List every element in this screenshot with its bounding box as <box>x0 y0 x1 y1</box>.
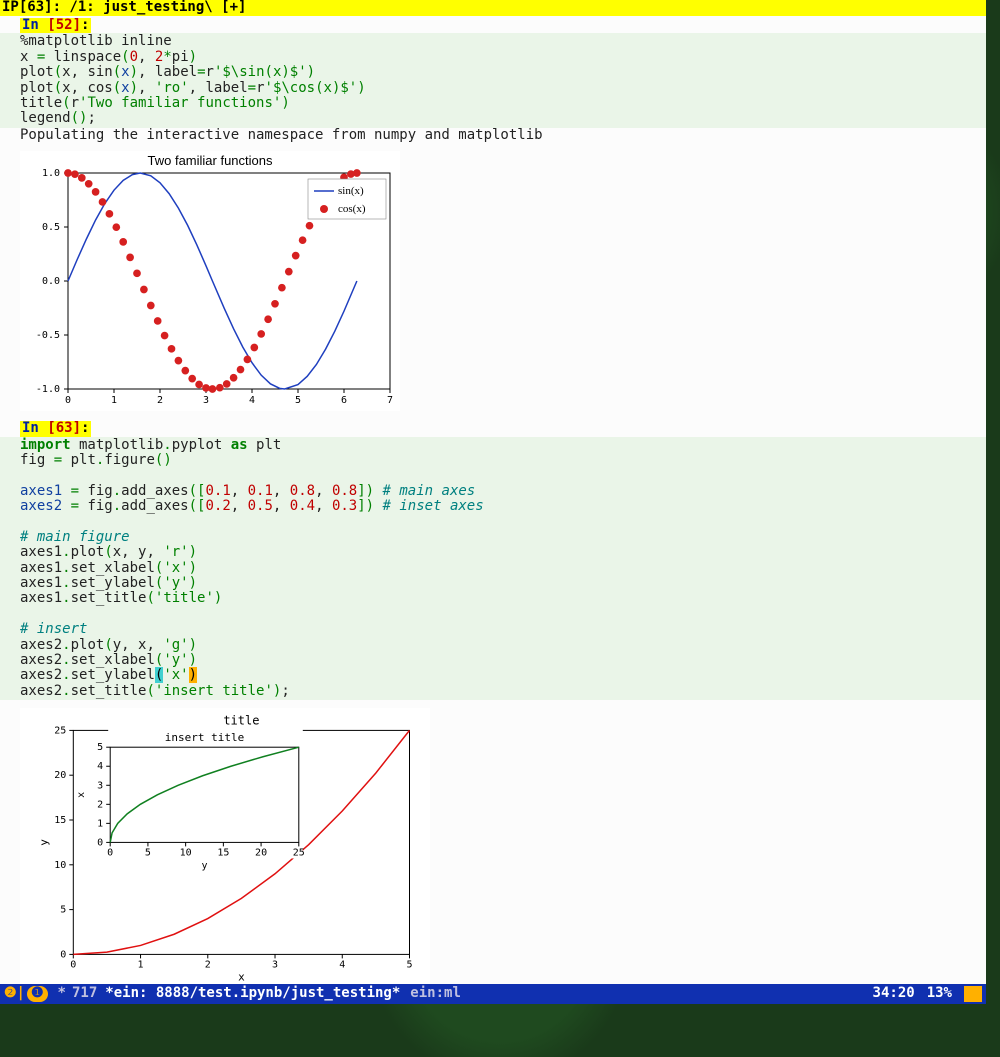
title-text: IP[63]: /1: just_testing\ [+] <box>2 0 246 15</box>
prompt-in-63: In [63]: <box>20 421 91 436</box>
svg-text:cos(x): cos(x) <box>338 203 366 215</box>
svg-text:3: 3 <box>272 960 278 971</box>
svg-text:0: 0 <box>60 950 66 961</box>
cell-1-code[interactable]: %matplotlib inline x = linspace(0, 2*pi)… <box>0 33 986 127</box>
svg-text:x: x <box>76 792 87 798</box>
svg-text:y: y <box>201 861 207 872</box>
svg-text:3: 3 <box>203 395 209 406</box>
svg-text:2: 2 <box>97 799 103 810</box>
cell-1[interactable]: In [52]: %matplotlib inline x = linspace… <box>0 16 986 411</box>
svg-text:5: 5 <box>60 905 66 916</box>
svg-text:2: 2 <box>157 395 163 406</box>
svg-text:6: 6 <box>341 395 347 406</box>
svg-text:1.0: 1.0 <box>42 168 60 179</box>
cell-1-stdout: Populating the interactive namespace fro… <box>0 128 986 143</box>
svg-text:sin(x): sin(x) <box>338 185 364 197</box>
plot-two-familiar-functions: Two familiar functions 0 1 2 3 4 5 6 7 -1.0 -0.5 0.… <box>20 151 400 411</box>
svg-text:Two familiar functions: Two familiar functions <box>148 153 273 168</box>
svg-text:x: x <box>238 971 245 984</box>
svg-text:3: 3 <box>97 780 103 791</box>
svg-text:5: 5 <box>406 960 412 971</box>
svg-text:20: 20 <box>54 770 66 781</box>
modified-indicator: * <box>58 986 66 1001</box>
buffer-name[interactable]: *ein: 8888/test.ipynb/just_testing* <box>105 986 400 1001</box>
svg-text:15: 15 <box>217 848 229 859</box>
svg-text:0: 0 <box>97 838 103 849</box>
scroll-percent: 13% <box>927 986 952 1001</box>
major-mode: ein:ml <box>410 986 461 1001</box>
svg-text:0: 0 <box>65 395 71 406</box>
workspace-badge-icon: ❷| <box>4 986 25 1001</box>
svg-text:15: 15 <box>54 815 66 826</box>
svg-text:25: 25 <box>54 726 66 737</box>
cell-2[interactable]: In [63]: import matplotlib.pyplot as plt… <box>0 419 986 988</box>
text-cursor: ) <box>189 667 197 683</box>
svg-text:4: 4 <box>97 761 103 772</box>
svg-text:1: 1 <box>97 819 103 830</box>
svg-text:insert title: insert title <box>165 731 244 744</box>
svg-text:0: 0 <box>70 960 76 971</box>
svg-text:0: 0 <box>107 848 113 859</box>
svg-text:5: 5 <box>295 395 301 406</box>
notebook-body[interactable]: In [52]: %matplotlib inline x = linspace… <box>0 16 986 988</box>
svg-text:4: 4 <box>249 395 255 406</box>
svg-text:-1.0: -1.0 <box>36 384 60 395</box>
modeline-end-icon <box>964 986 982 1002</box>
minibuffer[interactable] <box>0 1004 1000 1057</box>
svg-text:4: 4 <box>339 960 345 971</box>
title-bar: IP[63]: /1: just_testing\ [+] <box>0 0 986 16</box>
svg-text:10: 10 <box>54 860 66 871</box>
workspace-current-icon: ❶ <box>27 986 48 1001</box>
svg-text:10: 10 <box>180 848 192 859</box>
line-number: 717 <box>72 986 97 1001</box>
svg-text:20: 20 <box>255 848 267 859</box>
svg-text:title: title <box>223 714 259 728</box>
svg-text:1: 1 <box>111 395 117 406</box>
cursor-position: 34:20 <box>873 986 915 1001</box>
svg-text:-0.5: -0.5 <box>36 330 60 341</box>
svg-text:7: 7 <box>387 395 393 406</box>
plot-title-with-inset: 0 1 2 3 4 5 0 5 10 15 20 25 title x y 0 5 10 15 20 25 0 1 2 3 4 5 i… <box>20 708 430 988</box>
editor-frame: IP[63]: /1: just_testing\ [+] In [52]: %… <box>0 0 986 1004</box>
svg-text:5: 5 <box>97 742 103 753</box>
svg-text:2: 2 <box>205 960 211 971</box>
cell-2-code[interactable]: import matplotlib.pyplot as plt fig = pl… <box>0 437 986 701</box>
svg-text:25: 25 <box>293 848 305 859</box>
prompt-in-52: In [52]: <box>20 18 91 33</box>
mode-line[interactable]: ❷| ❶ * 717 *ein: 8888/test.ipynb/just_te… <box>0 984 986 1004</box>
svg-text:5: 5 <box>145 848 151 859</box>
svg-text:1: 1 <box>138 960 144 971</box>
svg-text:0.0: 0.0 <box>42 276 60 287</box>
svg-text:y: y <box>37 839 50 846</box>
svg-text:0.5: 0.5 <box>42 222 60 233</box>
